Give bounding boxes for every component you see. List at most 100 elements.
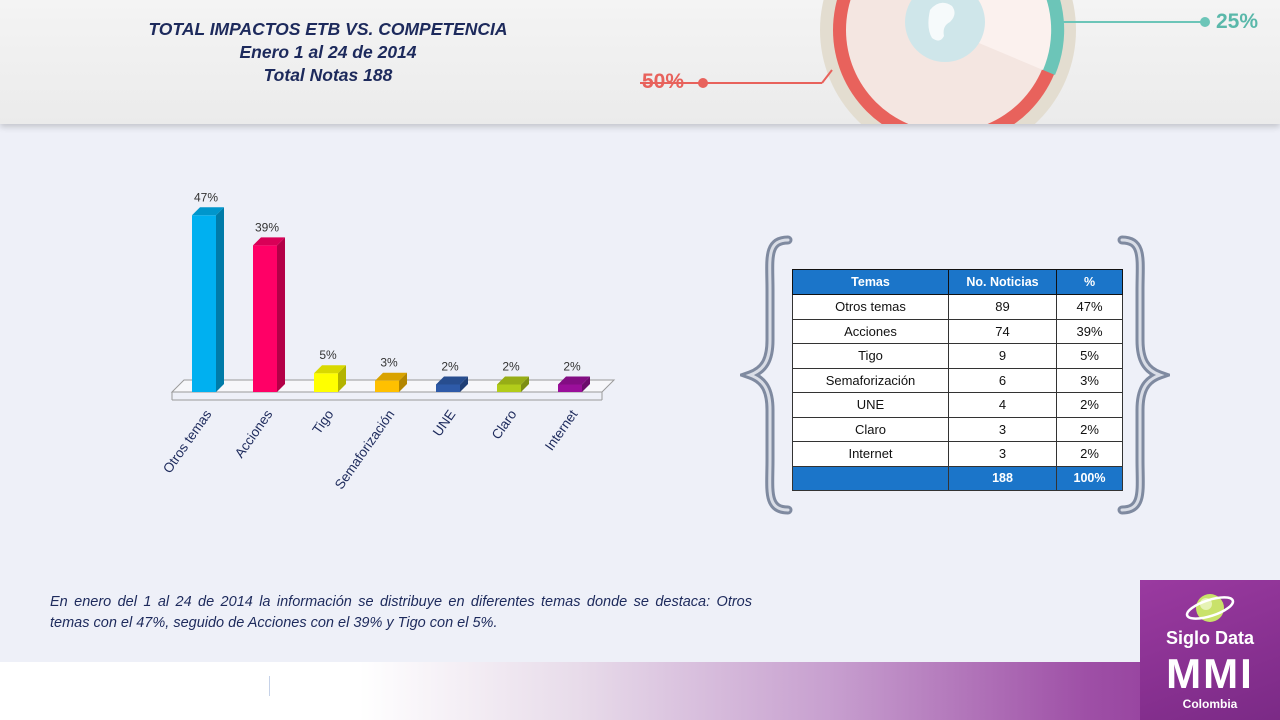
- chart-data-label: 47%: [194, 190, 218, 204]
- table-cell: Semaforización: [792, 367, 949, 393]
- title-block: TOTAL IMPACTOS ETB VS. COMPETENCIA Enero…: [78, 18, 578, 87]
- bar-top: [192, 207, 224, 216]
- table-cell: 47%: [1056, 294, 1123, 320]
- table-cell: 4: [948, 392, 1057, 418]
- table-cell: 3: [948, 416, 1057, 442]
- table-cell: 3: [948, 441, 1057, 467]
- chart-category-label: Acciones: [232, 407, 276, 461]
- footer-band: [0, 662, 1280, 720]
- chart-category-label: UNE: [430, 407, 459, 439]
- bar-side: [216, 207, 224, 392]
- table-cell: 89: [948, 294, 1057, 320]
- brand-name: Siglo Data: [1165, 628, 1254, 648]
- table-cell: Internet: [792, 441, 949, 467]
- table-row: Claro 3 2%: [792, 416, 1123, 442]
- deco-percent-left: 50%: [642, 70, 685, 93]
- summary-text: En enero del 1 al 24 de 2014 la informac…: [50, 594, 752, 631]
- right-brace-icon: [1117, 235, 1170, 515]
- table-total-cell: [792, 465, 949, 491]
- chart-bar: [375, 372, 407, 392]
- table-total-row: 188 100%: [792, 465, 1123, 491]
- globe-chart-decoration: [640, 0, 1210, 124]
- chart-bar: [497, 376, 529, 392]
- table-row: Tigo 9 5%: [792, 343, 1123, 369]
- table-cell: 2%: [1056, 416, 1123, 442]
- table-cell: UNE: [792, 392, 949, 418]
- footer-divider: [269, 676, 270, 696]
- table-row: Otros temas 89 47%: [792, 294, 1123, 320]
- table-cell: 74: [948, 318, 1057, 344]
- chart-category-label: Semaforización: [332, 407, 398, 492]
- table-header-cell: No. Noticias: [948, 269, 1057, 295]
- brand-mmi: MMI: [1166, 650, 1254, 697]
- total-notes: Total Notas 188: [263, 65, 393, 85]
- table-area: Temas No. Noticias % Otros temas 89 47% …: [740, 230, 1180, 520]
- bar-front: [192, 215, 216, 392]
- chart-category-label: Claro: [489, 407, 520, 442]
- table-cell: 5%: [1056, 343, 1123, 369]
- bar-side: [277, 237, 285, 392]
- bar-side: [582, 376, 590, 392]
- chart-data-labels: 47% 39% 5% 3% 2% 2% 2%: [194, 190, 581, 373]
- bar-front: [314, 373, 338, 392]
- table-cell: Otros temas: [792, 294, 949, 320]
- bar-side: [460, 376, 468, 392]
- table-cell: 6: [948, 367, 1057, 393]
- table-header-cell: %: [1056, 269, 1123, 295]
- table-header-row: Temas No. Noticias %: [792, 269, 1123, 295]
- chart-data-label: 39%: [255, 220, 279, 234]
- globe-logo-icon: [1185, 594, 1235, 622]
- left-brace-icon: [740, 235, 793, 515]
- table-cell: 2%: [1056, 441, 1123, 467]
- table-cell: Claro: [792, 416, 949, 442]
- bar-front: [436, 384, 460, 392]
- bar-front: [497, 384, 521, 392]
- bar-top: [558, 376, 590, 385]
- table-total-cell: 100%: [1056, 465, 1123, 491]
- header-banner: TOTAL IMPACTOS ETB VS. COMPETENCIA Enero…: [0, 0, 1280, 124]
- table-cell: Acciones: [792, 318, 949, 344]
- chart-category-label: Otros temas: [160, 407, 215, 476]
- chart-bars: [192, 207, 590, 392]
- page-subtitle: Enero 1 al 24 de 2014: [239, 42, 417, 62]
- bar-top: [253, 237, 285, 246]
- table-cell: 9: [948, 343, 1057, 369]
- bar-top: [314, 365, 346, 374]
- chart-data-label: 5%: [319, 348, 337, 362]
- bar-front: [558, 384, 582, 392]
- page-title: TOTAL IMPACTOS ETB VS. COMPETENCIA: [148, 19, 508, 39]
- chart-bar: [192, 207, 224, 392]
- bar-front: [375, 380, 399, 392]
- chart-data-label: 2%: [502, 359, 520, 373]
- table-total-cell: 188: [948, 465, 1057, 491]
- chart-data-label: 2%: [441, 359, 459, 373]
- bar-top: [497, 376, 529, 385]
- chart-bar: [558, 376, 590, 392]
- chart-bar: [253, 237, 285, 392]
- table-cell: 39%: [1056, 318, 1123, 344]
- chart-data-label: 2%: [563, 359, 581, 373]
- deco-percent-right: 25%: [1216, 10, 1259, 33]
- table-row: Semaforización 6 3%: [792, 367, 1123, 393]
- data-table: Temas No. Noticias % Otros temas 89 47% …: [792, 269, 1123, 491]
- brand-country: Colombia: [1182, 697, 1238, 711]
- bar-front: [253, 245, 277, 392]
- chart-data-label: 3%: [380, 356, 398, 370]
- chart-bar: [436, 376, 468, 392]
- bar-top: [436, 376, 468, 385]
- table-row: Acciones 74 39%: [792, 318, 1123, 344]
- bar-top: [375, 372, 407, 381]
- table-cell: 3%: [1056, 367, 1123, 393]
- table-row: UNE 4 2%: [792, 392, 1123, 418]
- chart-bar: [314, 365, 346, 392]
- chart-category-label: Tigo: [309, 407, 336, 437]
- table-row: Internet 3 2%: [792, 441, 1123, 467]
- chart-category-label: Internet: [542, 407, 581, 453]
- bar-side: [338, 365, 346, 392]
- table-header-cell: Temas: [792, 269, 949, 295]
- bar-chart: 47% 39% 5% 3% 2% 2% 2% Otros temas Acciones Tigo…: [160, 190, 616, 492]
- table-cell: 2%: [1056, 392, 1123, 418]
- bar-side: [521, 376, 529, 392]
- table-cell: Tigo: [792, 343, 949, 369]
